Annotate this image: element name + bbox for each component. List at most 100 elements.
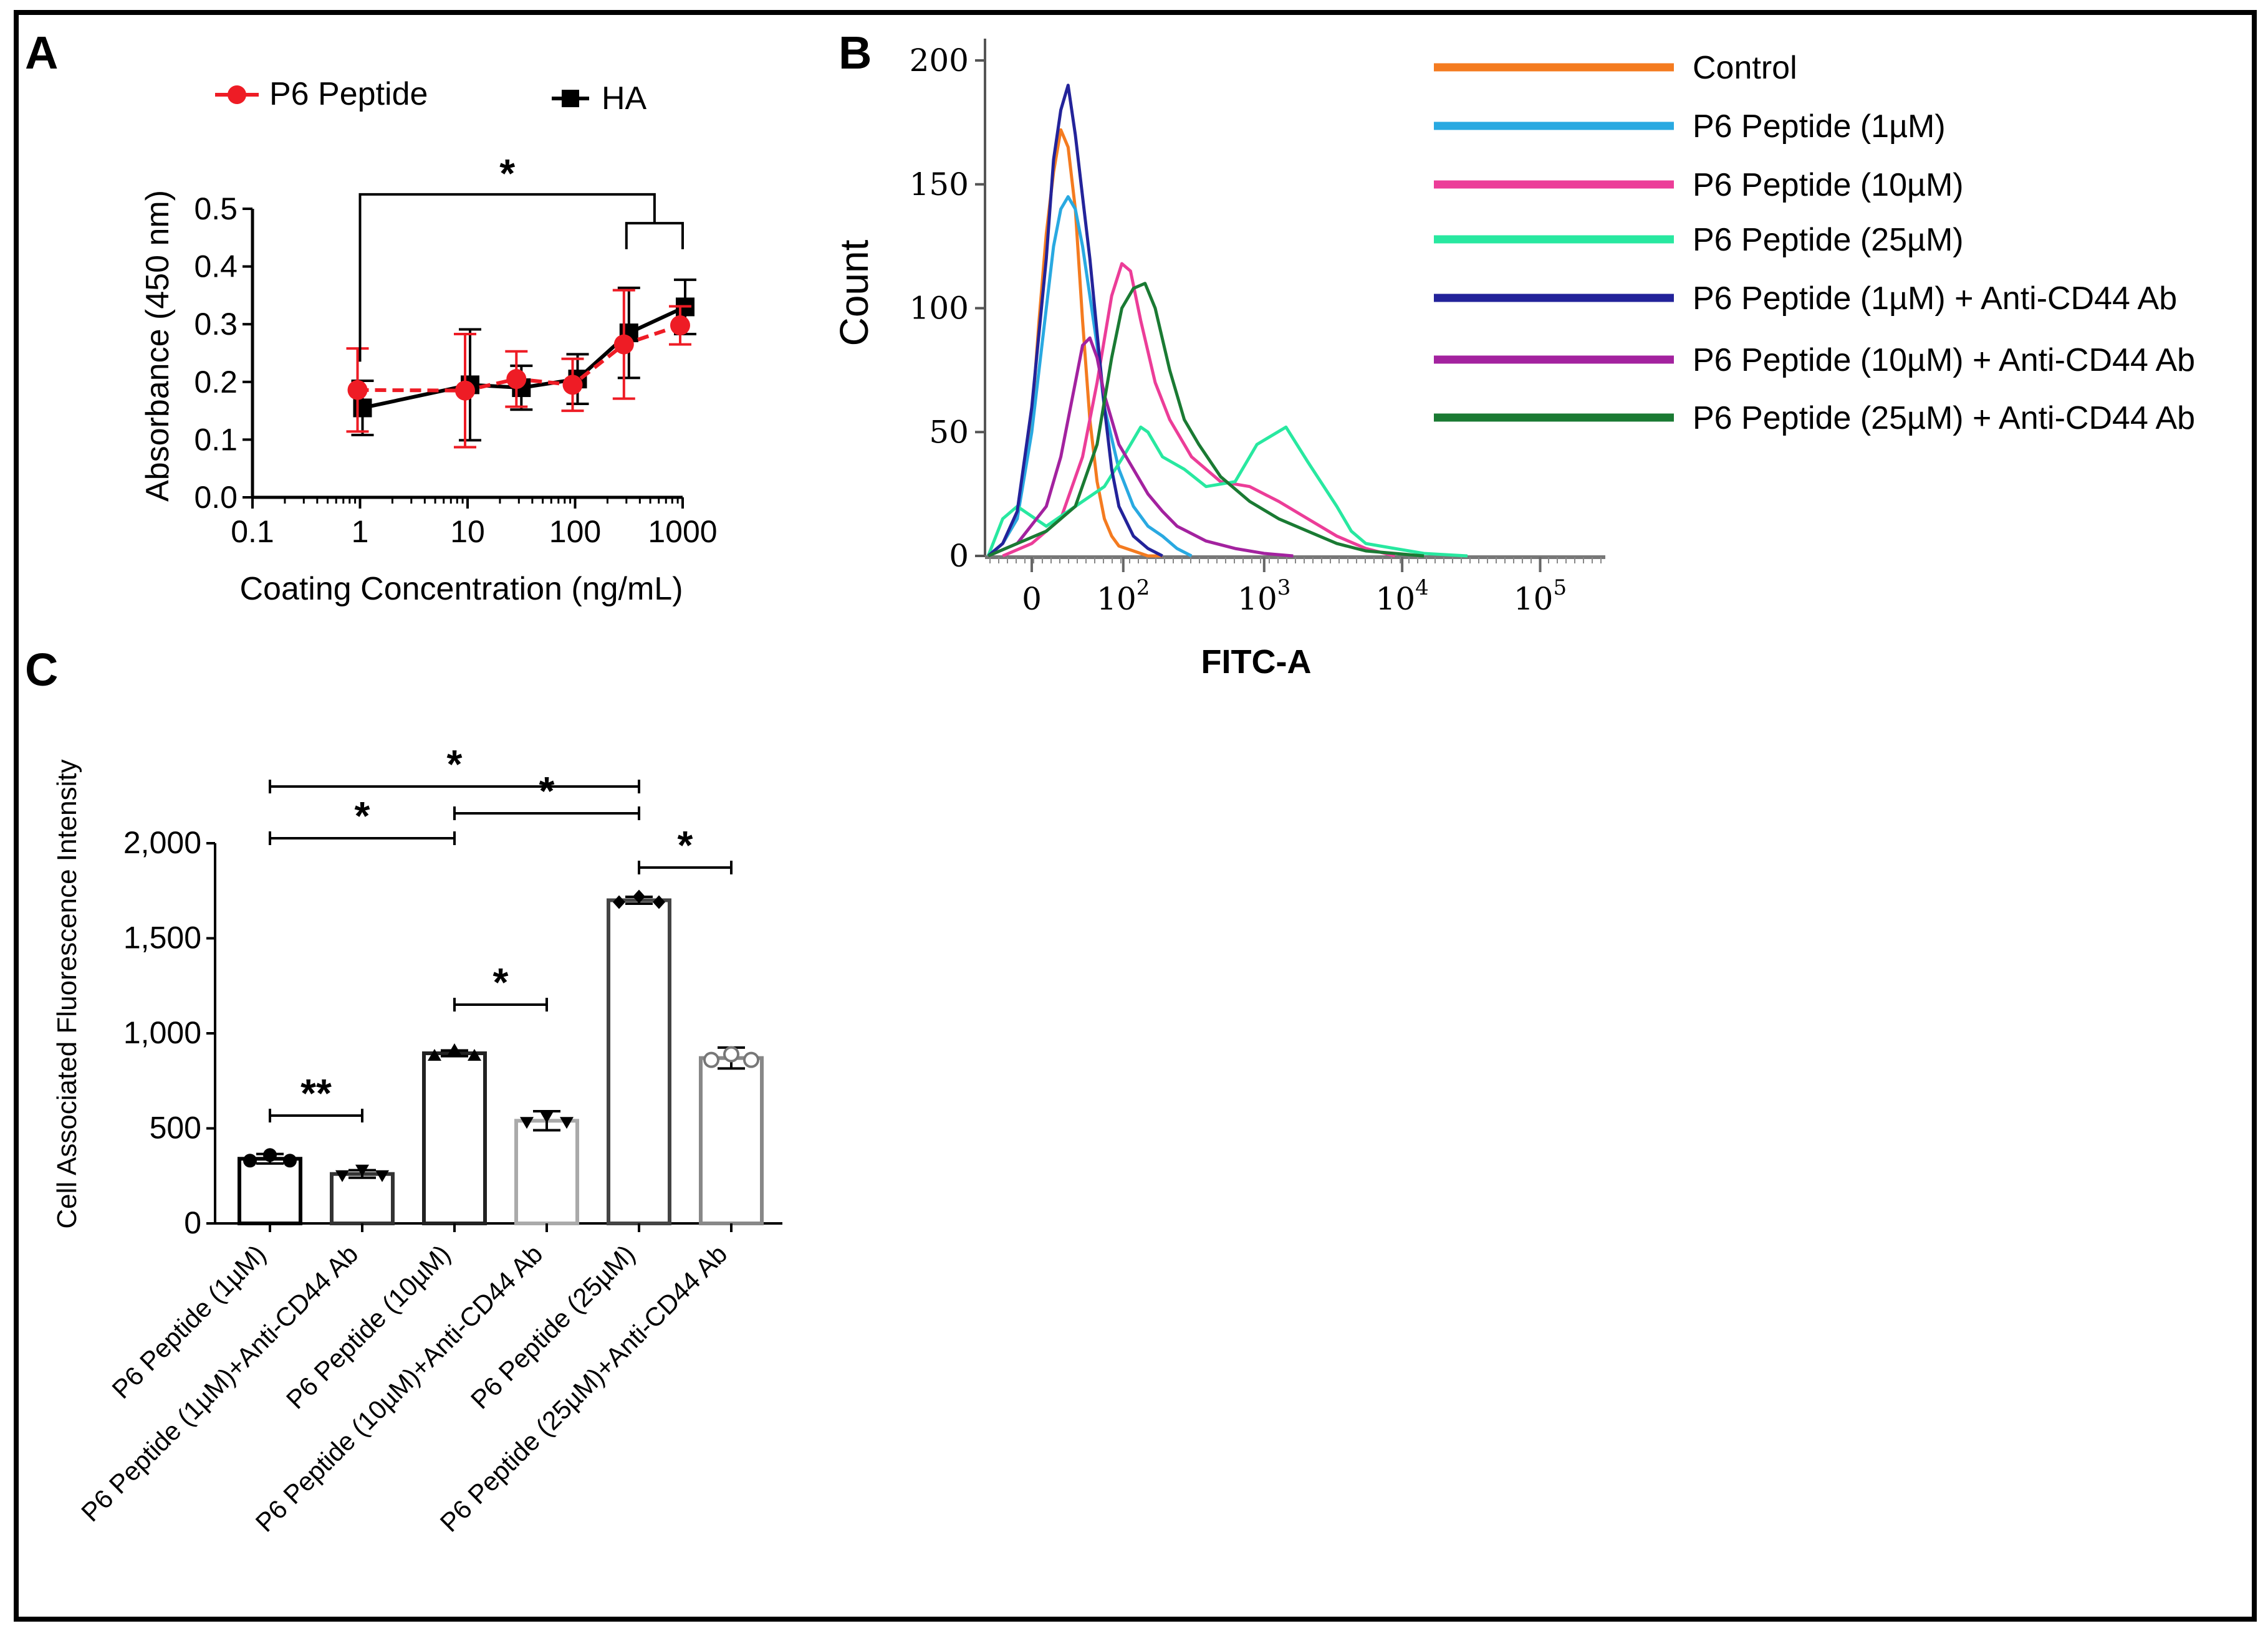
panel-c-data-point	[243, 1154, 257, 1168]
panel-a-point-p6	[613, 334, 634, 355]
panel-a-point-p6	[347, 380, 368, 400]
panel-letter-c: C	[25, 644, 58, 696]
panel-a-y-tick-label: 0.0	[194, 480, 238, 515]
panel-b-histogram-line	[1002, 262, 1396, 558]
panel-c-sig-label: *	[493, 960, 509, 1005]
panel-b-legend-label: P6 Peptide (25µM)	[1693, 222, 1964, 258]
panel-b-y-tick-label: 0	[949, 538, 969, 574]
panel-c-bar	[607, 898, 671, 1225]
panel-a-x-tick-label: 0.1	[231, 514, 274, 549]
legend-p6-marker	[228, 85, 246, 104]
panel-a-sig-group-bracket	[625, 222, 684, 249]
panel-c-data-point	[633, 889, 645, 904]
panel-c-data-point	[355, 1164, 369, 1177]
panel-a-chart: P6 Peptide HA Coating Concentration (ng/…	[140, 76, 718, 607]
panel-a-point-p6	[506, 369, 527, 390]
panel-a-point-p6	[670, 315, 690, 336]
panel-c-sig-label: *	[447, 742, 463, 787]
panel-a-xlabel: Coating Concentration (ng/mL)	[239, 571, 683, 607]
panel-a-x-tick-label: 1	[352, 514, 369, 549]
panel-c-data-point	[540, 1111, 554, 1124]
panel-b-x-tick-label: 102	[1097, 575, 1150, 617]
panel-b-histogram-line	[987, 195, 1193, 558]
panel-c-data-point	[560, 1117, 574, 1129]
panel-b-legend-label: P6 Peptide (1µM) + Anti-CD44 Ab	[1693, 280, 2177, 317]
panel-c-y-tick-label: 1,000	[123, 1015, 201, 1050]
panel-b-histogram-line	[987, 84, 1163, 558]
panel-c-ylabel: Cell Associated Fluorescence Intensity	[52, 759, 82, 1228]
panel-b-histogram-line	[986, 425, 1468, 558]
panel-c-y-tick-label: 1,500	[123, 921, 201, 955]
panel-a-y-tick-label: 0.4	[194, 249, 238, 284]
panel-b-legend-label: P6 Peptide (1µM)	[1693, 108, 1946, 145]
panel-b-y-tick-label: 200	[910, 42, 969, 79]
panel-c-data-point	[613, 895, 625, 909]
panel-c-y-tick-label: 500	[150, 1111, 201, 1146]
panel-c-sig-label: *	[539, 768, 555, 813]
panel-a-sig-label: *	[499, 151, 515, 196]
panel-a-point-p6	[562, 375, 583, 395]
panel-c-y-tick-label: 2,000	[123, 825, 201, 860]
panel-c-y-tick-label: 0	[184, 1205, 201, 1240]
panel-b-legend-label: P6 Peptide (10µM) + Anti-CD44 Ab	[1693, 342, 2195, 378]
panel-b-x-tick-exponent: 3	[1277, 575, 1291, 600]
panel-a-legend: P6 Peptide HA	[215, 76, 647, 117]
panel-c-bar	[238, 1157, 302, 1226]
panel-b-histogram-line	[987, 336, 1294, 558]
panel-b-x-tick-label: 0	[1022, 581, 1042, 617]
panel-c-bar	[514, 1119, 579, 1226]
panel-a-x-tick-label: 100	[549, 514, 601, 549]
panel-letter-b: B	[838, 27, 872, 79]
panel-b-legend-label: Control	[1693, 50, 1797, 86]
panel-b-y-tick-label: 150	[910, 166, 969, 203]
panel-a-sig-bracket	[358, 193, 656, 362]
panel-c-bar	[422, 1051, 487, 1226]
panel-b-x-tick-base: 10	[1237, 581, 1277, 617]
panel-a-point-p6	[455, 380, 475, 401]
panel-b-x-tick-exponent: 2	[1136, 575, 1150, 600]
panel-b-x-tick-exponent: 5	[1553, 575, 1567, 600]
panel-b-histogram-line	[987, 282, 1425, 558]
panel-b-y-tick-label: 50	[929, 414, 969, 450]
panel-c-data-point	[375, 1170, 389, 1182]
panel-b-x-tick-label: 104	[1376, 575, 1429, 617]
panel-a-series-line	[357, 323, 681, 393]
panel-b-x-tick-label: 103	[1237, 575, 1290, 617]
panel-b-legend-label: P6 Peptide (25µM) + Anti-CD44 Ab	[1693, 400, 2195, 436]
panel-b-xlabel: FITC-A	[1201, 643, 1312, 681]
panel-b-x-tick-base: 10	[1097, 581, 1136, 617]
panel-c-data-point	[520, 1117, 534, 1129]
panel-c-sig-label: **	[300, 1071, 332, 1116]
panel-c-data-point	[263, 1148, 277, 1162]
legend-p6-label: P6 Peptide	[269, 76, 428, 112]
panel-b-x-tick-label: 105	[1514, 575, 1567, 617]
panel-b-legend-label: P6 Peptide (10µM)	[1693, 167, 1964, 203]
panel-c-data-point	[283, 1154, 297, 1168]
panel-a-x-tick-label: 1000	[648, 514, 717, 549]
panel-b-y-tick-label: 100	[910, 290, 969, 327]
panel-c-bar	[330, 1172, 395, 1225]
panel-b-x-tick-base: 0	[1022, 581, 1042, 617]
panel-b-x-tick-base: 10	[1514, 581, 1554, 617]
panel-a-y-tick-label: 0.2	[194, 365, 238, 399]
panel-a-x-tick-label: 10	[450, 514, 485, 549]
panel-a-y-tick-label: 0.3	[194, 307, 238, 342]
panel-c-data-point	[743, 1051, 759, 1068]
panel-b-ylabel: Count	[832, 239, 877, 346]
panel-a-ylabel: Absorbance (450 nm)	[140, 190, 176, 502]
panel-c-data-point	[335, 1170, 349, 1182]
legend-ha-label: HA	[602, 80, 647, 117]
panel-c-data-point	[723, 1046, 739, 1063]
panel-a-y-tick-label: 0.1	[194, 422, 238, 457]
panel-c-bar	[699, 1056, 764, 1226]
panel-a-y-tick-label: 0.5	[194, 191, 238, 226]
panel-letter-a: A	[25, 27, 58, 79]
panel-c-data-point	[428, 1049, 441, 1061]
panel-c-sig-label: *	[678, 823, 693, 868]
figure-border	[14, 10, 2257, 1622]
panel-b-x-tick-exponent: 4	[1415, 575, 1429, 600]
panel-c-data-point	[468, 1049, 481, 1061]
panel-b-x-tick-base: 10	[1376, 581, 1416, 617]
